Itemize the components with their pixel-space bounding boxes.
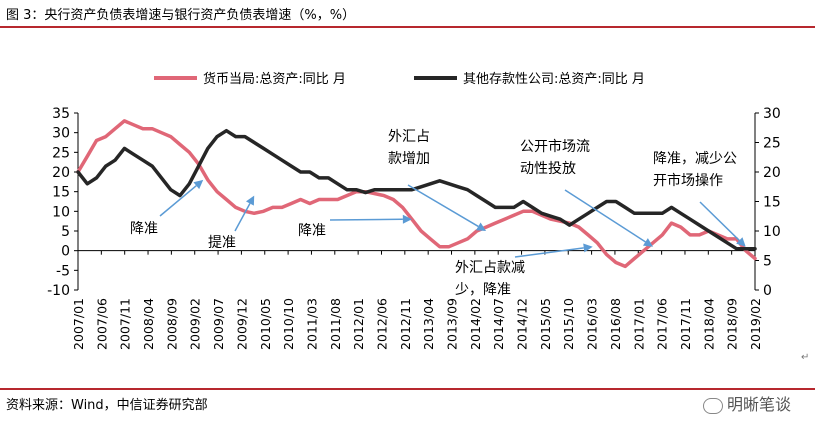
annotation-arrow-head: [736, 237, 746, 247]
annotation-arrow-line: [564, 189, 646, 243]
x-tick-label: 2018/04: [701, 298, 716, 350]
annotation-label: 动性投放: [520, 161, 576, 177]
series-line-pboc: [76, 119, 757, 269]
source-note: 资料来源：Wind，中信证券研究部: [6, 398, 208, 413]
x-tick-label: 2012/06: [374, 298, 389, 350]
annotation-arrow-head: [583, 243, 593, 253]
x-tick-label: 2009/02: [188, 298, 203, 350]
x-tick-label: 2013/09: [445, 298, 460, 350]
annotation-label: 开市场操作: [653, 172, 723, 189]
figure-title: 图 3：央行资产负债表增速与银行资产负债表增速（%，%）: [6, 8, 356, 23]
x-tick-label: 2013/04: [421, 298, 436, 350]
annotation-arrow-head: [642, 238, 653, 247]
y-tick-label-left: 5: [61, 224, 70, 240]
legend: 货币当局:总资产:同比 月 其他存款性公司:总资产:同比 月: [154, 71, 645, 87]
x-tick-label: 2017/06: [655, 298, 670, 350]
x-tick-label: 2019/02: [748, 298, 763, 350]
annotation-arrow-head: [476, 222, 487, 231]
x-tick-label: 2015/05: [538, 298, 553, 350]
annotation-arrow-line: [234, 203, 251, 232]
y-tick-label-right: 0: [763, 283, 772, 299]
annotation-arrow-line: [699, 201, 740, 241]
brand-logo: 明晰笔谈: [702, 391, 791, 415]
series-lines: [76, 119, 757, 269]
y-tick-label-right: 5: [763, 254, 772, 270]
y-tick-label-right: 15: [763, 195, 781, 211]
annotation-label: 降准: [298, 223, 326, 239]
x-tick-label: 2010/10: [281, 298, 296, 350]
x-tick-label: 2017/11: [678, 298, 693, 350]
x-tick-label: 2014/12: [515, 298, 530, 350]
y-tick-label-right: 20: [763, 165, 781, 181]
x-tick-label: 2012/01: [351, 298, 366, 350]
wechat-icon: [702, 397, 723, 414]
chart: 货币当局:总资产:同比 月 其他存款性公司:总资产:同比 月 353025201…: [47, 71, 781, 350]
legend-label-pboc: 货币当局:总资产:同比 月: [203, 71, 346, 87]
annotation-label: 公开市场流: [520, 138, 590, 155]
x-tick-label: 2017/01: [631, 298, 646, 350]
y-tick-label-right: 25: [763, 136, 781, 152]
annotation-arrow-line: [329, 218, 403, 221]
annotation-label: 外汇占: [388, 129, 430, 145]
annotation-arrow-line: [514, 247, 584, 258]
y-tick-label-left: 35: [52, 106, 70, 122]
annotation-arrow-head: [245, 195, 255, 206]
x-tick-label: 2007/01: [71, 298, 86, 350]
y-tick-label-left: 10: [52, 204, 70, 220]
x-tick-label: 2007/06: [94, 298, 109, 350]
x-tick-label: 2014/07: [491, 298, 506, 350]
x-tick-label: 2011/08: [328, 298, 343, 350]
x-tick-label: 2009/07: [211, 298, 226, 350]
annotation-arrow-line: [159, 185, 197, 217]
annotation-arrow-head: [193, 179, 204, 190]
annotation-label: 外汇占款减: [455, 260, 525, 276]
annotation-arrow-head: [402, 214, 412, 224]
legend-label-banks: 其他存款性公司:总资产:同比 月: [463, 72, 645, 87]
x-tick-label: 2008/04: [141, 298, 156, 350]
series-line-banks: [76, 128, 757, 251]
annotation-label: 降准: [130, 221, 158, 237]
annotation-label: 款增加: [388, 151, 430, 167]
y-tick-label-left: -5: [56, 263, 70, 279]
x-tick-label: 2007/11: [118, 298, 133, 350]
y-tick-label-left: 30: [52, 126, 70, 142]
x-tick-label: 2018/09: [725, 298, 740, 350]
source-divider: [0, 388, 815, 390]
x-tick-label: 2016/03: [585, 298, 600, 350]
y-tick-label-right: 30: [763, 106, 781, 122]
title-divider: [0, 26, 815, 28]
brand-name: 明晰笔谈: [726, 395, 791, 414]
annotation-arrow-line: [407, 184, 479, 228]
x-tick-label: 2011/03: [304, 298, 319, 350]
x-tick-label: 2015/10: [561, 298, 576, 350]
x-tick-label: 2008/09: [164, 298, 179, 350]
axes: 35 30 25 20 15 10 5 0 -5 -10 30 25 20 15 10 5 0 2007/01 20…: [47, 106, 781, 350]
x-tick-label: 2016/08: [608, 298, 623, 350]
annotation-label: 提准: [208, 235, 236, 251]
annotation-label: 降准，减少公: [653, 151, 737, 167]
x-tick-label: 2012/11: [398, 298, 413, 350]
y-tick-label-right: 10: [763, 224, 781, 240]
x-tick-label: 2009/12: [234, 298, 249, 350]
y-tick-label-left: -10: [47, 283, 70, 299]
x-tick-label: 2010/05: [258, 298, 273, 350]
y-tick-label-left: 0: [61, 244, 70, 260]
y-tick-label-left: 15: [52, 185, 70, 201]
x-tick-label: 2014/02: [468, 298, 483, 350]
annotation-label: 少，降准: [455, 282, 511, 298]
y-tick-label-left: 25: [52, 145, 70, 161]
y-tick-label-left: 20: [52, 165, 70, 181]
return-mark: ↵: [801, 352, 810, 363]
